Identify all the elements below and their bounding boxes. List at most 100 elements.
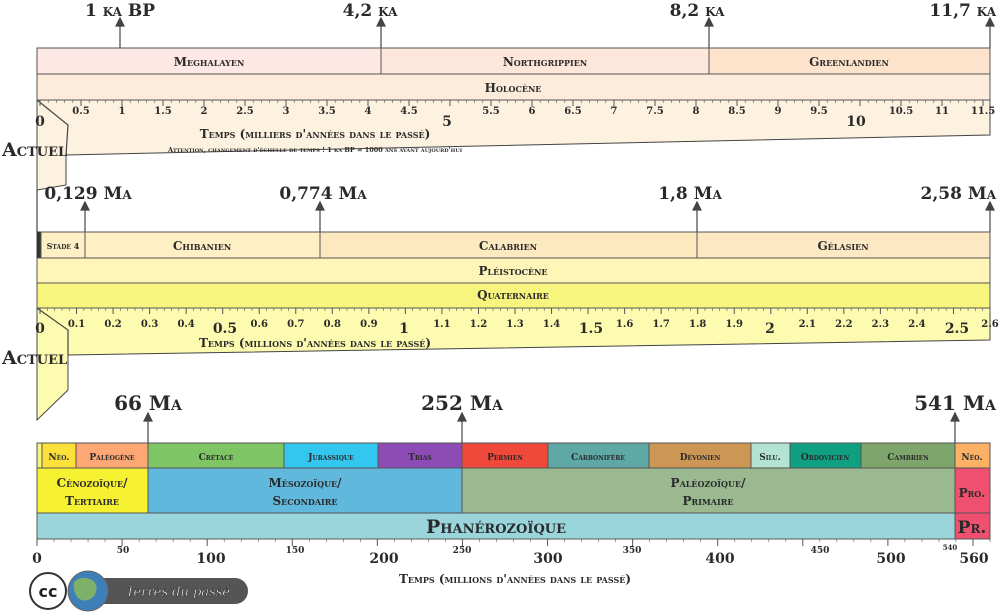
tick-phan-150: 150 xyxy=(286,546,305,556)
tick-quat-2: 2 xyxy=(765,321,775,337)
tick-label-holo: 1 xyxy=(119,106,126,117)
era-mesozoique xyxy=(147,467,463,514)
label-cenozoique: Cénozoïque/ xyxy=(57,476,129,490)
tick-phan-350: 350 xyxy=(623,546,642,556)
tick-phan-0: 0 xyxy=(32,551,42,567)
holocene-axis-label: Temps (milliers d'années dans le passé) xyxy=(200,127,431,141)
tick-label-holo: 9 xyxy=(775,106,782,117)
label-pro: Pro. xyxy=(959,486,986,500)
label-holocene: Holocène xyxy=(485,81,542,95)
label-pr: Pr. xyxy=(958,518,987,538)
system-quaternaire xyxy=(36,282,991,309)
tick-phan-100: 100 xyxy=(196,551,225,567)
mark-11-7ka: 11,7 ka xyxy=(929,1,996,21)
period-devonien xyxy=(648,442,752,469)
tick-holo-5: 5 xyxy=(442,114,452,130)
eon-phanerozoique xyxy=(36,512,956,540)
label-greenlandien: Greenlandien xyxy=(809,55,889,69)
tick-label-quat: 0.1 xyxy=(68,319,85,330)
tick-phan-500: 500 xyxy=(876,551,905,567)
logo-text: Terres du passé xyxy=(126,585,231,600)
quaternary-section: 0,129 Ma 0,774 Ma 1,8 Ma 2,58 Ma Stade 4… xyxy=(1,184,999,369)
tick-phan-400: 400 xyxy=(705,551,734,567)
tick-label-quat: 0.3 xyxy=(141,319,158,330)
tick-label-quat: 2.4 xyxy=(908,319,925,330)
label-permien: Permien xyxy=(487,453,523,463)
tick-phan-50: 50 xyxy=(117,546,130,556)
cc-label: cc xyxy=(39,582,58,601)
period-neoproterozoique xyxy=(954,442,991,469)
tick-label-quat: 1.1 xyxy=(433,319,450,330)
stage-holocene-sliver xyxy=(36,231,42,259)
mark-8-2ka: 8,2 ka xyxy=(670,1,725,21)
zoom-connector-2 xyxy=(36,307,69,355)
label-ordovicien: Ordovicien xyxy=(801,453,850,463)
tick-quat-2-5: 2.5 xyxy=(945,321,969,337)
stage-greenlandien xyxy=(708,47,991,75)
tick-label-holo: 8 xyxy=(693,106,700,117)
label-paleozoique: Paléozoïque/ xyxy=(671,476,747,490)
tick-label-holo: 2.5 xyxy=(236,106,253,117)
tick-label-quat: 1.4 xyxy=(543,319,560,330)
phanerozoic-section: 66 Ma 252 Ma 541 Ma Néo. Paléogène Créta… xyxy=(32,391,997,586)
label-northgrippien: Northgrippien xyxy=(503,55,587,69)
tick-label-quat: 2.1 xyxy=(799,319,816,330)
tick-label-holo: 9.5 xyxy=(810,106,827,117)
stage-chibanien xyxy=(84,231,321,259)
label-paleogene: Paléogène xyxy=(89,453,135,463)
tick-quat-1-5: 1.5 xyxy=(579,321,603,337)
tick-label-quat: 0.2 xyxy=(104,319,121,330)
label-stade-4: Stade 4 xyxy=(47,241,80,251)
tick-phan-300: 300 xyxy=(533,551,562,567)
phanerozoic-axis-label: Temps (millions d'années dans le passé) xyxy=(399,572,631,586)
tick-phan-200: 200 xyxy=(369,551,398,567)
tick-label-holo: 3.5 xyxy=(318,106,335,117)
quaternary-axis-ticks xyxy=(39,308,991,314)
stage-gelasien xyxy=(696,231,991,259)
mark-541ma: 541 Ma xyxy=(914,391,997,415)
stage-4 xyxy=(40,231,86,259)
tick-label-holo: 7 xyxy=(611,106,618,117)
stage-calabrien xyxy=(319,231,698,259)
series-holocene xyxy=(36,73,991,101)
quaternary-minor-labels: 0.1 0.2 0.3 0.4 0.6 0.7 0.8 0.9 1.1 1.2 1.3 1.4 1.6 1… xyxy=(68,319,999,330)
tick-label-quat: 1.8 xyxy=(689,319,706,330)
tick-label-holo: 0.5 xyxy=(72,106,89,117)
tick-label-holo: 4 xyxy=(365,106,372,117)
tick-phan-250: 250 xyxy=(453,546,472,556)
label-jurassique: Jurassique xyxy=(307,453,354,463)
tick-holo-10: 10 xyxy=(846,114,866,130)
tick-phan-560: 560 xyxy=(959,551,988,567)
label-pleistocene: Pléistocène xyxy=(478,264,547,278)
tick-quat-1: 1 xyxy=(399,321,409,337)
tick-label-holo: 10.5 xyxy=(889,106,913,117)
tick-label-quat: 1.9 xyxy=(726,319,743,330)
mark-2-58ma: 2,58 Ma xyxy=(921,184,997,204)
actuel-label-1: Actuel xyxy=(1,139,67,161)
tick-label-holo: 11 xyxy=(935,106,949,117)
logo-banner xyxy=(80,578,248,604)
label-trias: Trias xyxy=(408,453,431,463)
cc-license-icon xyxy=(29,572,67,610)
stage-northgrippien xyxy=(380,47,710,75)
tick-label-holo: 5.5 xyxy=(482,106,499,117)
tick-phan-450: 450 xyxy=(811,546,830,556)
series-pleistocene xyxy=(36,257,991,284)
tick-holo-0: 0 xyxy=(35,114,45,130)
tick-label-holo: 7.5 xyxy=(646,106,663,117)
holocene-section: 1 ka BP 4,2 ka 8,2 ka 11,7 ka Meghalayen… xyxy=(1,1,997,161)
tick-label-quat: 1.6 xyxy=(616,319,633,330)
holocene-axis-ticks xyxy=(39,100,984,106)
holocene-arrows xyxy=(115,16,995,48)
period-neogene xyxy=(41,442,77,469)
label-chibanien: Chibanien xyxy=(173,239,231,253)
tick-label-quat: 0.8 xyxy=(324,319,341,330)
tick-label-holo: 11.5 xyxy=(971,106,995,117)
label-neo-prot: Néo. xyxy=(961,453,982,463)
label-silurien: Silu. xyxy=(759,453,781,463)
tick-label-holo: 6 xyxy=(529,106,536,117)
label-secondaire: Secondaire xyxy=(272,494,337,508)
mark-66ma: 66 Ma xyxy=(114,391,183,415)
phanerozoic-arrows xyxy=(143,411,960,443)
label-tertiaire: Tertiaire xyxy=(65,494,119,508)
